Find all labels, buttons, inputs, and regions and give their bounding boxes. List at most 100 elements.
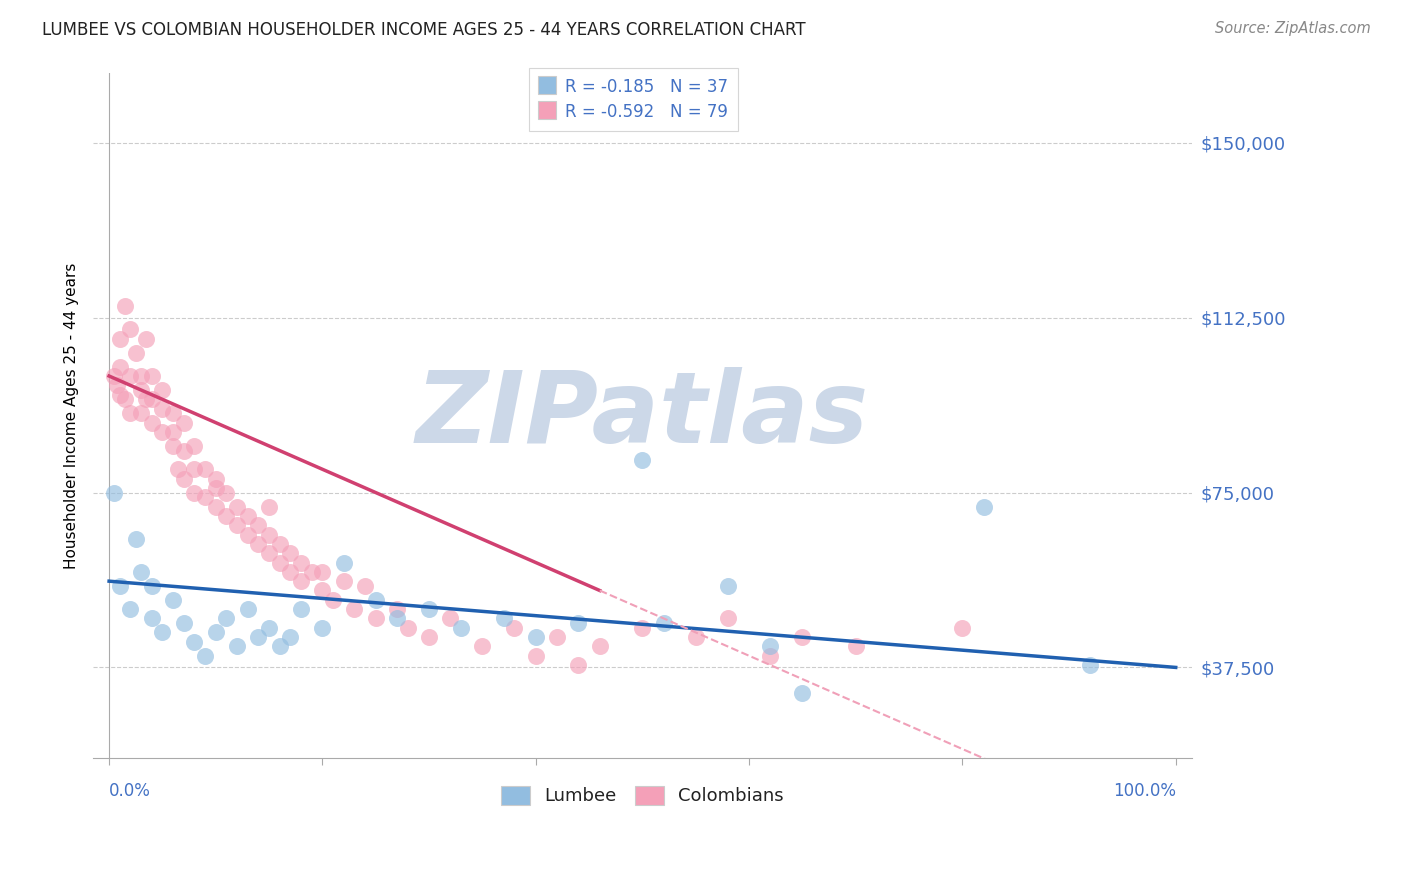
- Point: [125, 345, 148, 359]
- Point: [141, 369, 163, 384]
- Point: [152, 383, 174, 397]
- Point: [141, 416, 163, 430]
- Point: [125, 532, 148, 546]
- Point: [247, 518, 270, 533]
- Point: [546, 630, 568, 644]
- Point: [247, 537, 270, 551]
- Point: [257, 621, 280, 635]
- Point: [173, 616, 195, 631]
- Point: [215, 485, 238, 500]
- Point: [114, 392, 136, 407]
- Point: [269, 556, 291, 570]
- Point: [471, 640, 494, 654]
- Point: [418, 630, 440, 644]
- Point: [418, 602, 440, 616]
- Point: [183, 634, 205, 648]
- Point: [141, 579, 163, 593]
- Point: [173, 443, 195, 458]
- Point: [503, 621, 526, 635]
- Point: [759, 648, 782, 663]
- Point: [204, 625, 226, 640]
- Point: [108, 579, 131, 593]
- Point: [120, 369, 142, 384]
- Point: [162, 592, 184, 607]
- Point: [301, 565, 323, 579]
- Point: [226, 518, 249, 533]
- Point: [439, 611, 461, 625]
- Point: [183, 439, 205, 453]
- Text: 0.0%: 0.0%: [110, 781, 150, 799]
- Point: [141, 611, 163, 625]
- Point: [129, 565, 152, 579]
- Point: [1080, 658, 1102, 673]
- Point: [311, 565, 333, 579]
- Point: [567, 616, 589, 631]
- Point: [204, 481, 226, 495]
- Point: [450, 621, 472, 635]
- Point: [364, 592, 387, 607]
- Point: [108, 387, 131, 401]
- Point: [167, 462, 190, 476]
- Text: ZIPatlas: ZIPatlas: [416, 368, 869, 464]
- Point: [524, 648, 547, 663]
- Point: [236, 508, 259, 523]
- Point: [332, 556, 354, 570]
- Text: Source: ZipAtlas.com: Source: ZipAtlas.com: [1215, 21, 1371, 37]
- Point: [152, 425, 174, 439]
- Point: [114, 299, 136, 313]
- Point: [226, 500, 249, 514]
- Point: [257, 500, 280, 514]
- Point: [631, 453, 654, 467]
- Point: [524, 630, 547, 644]
- Point: [236, 527, 259, 541]
- Point: [162, 425, 184, 439]
- Point: [108, 332, 131, 346]
- Point: [973, 500, 995, 514]
- Point: [247, 630, 270, 644]
- Point: [311, 621, 333, 635]
- Point: [183, 485, 205, 500]
- Point: [141, 392, 163, 407]
- Point: [717, 611, 740, 625]
- Point: [105, 378, 128, 392]
- Point: [204, 472, 226, 486]
- Point: [129, 406, 152, 420]
- Point: [135, 392, 157, 407]
- Point: [685, 630, 707, 644]
- Legend: Lumbee, Colombians: Lumbee, Colombians: [492, 777, 793, 814]
- Point: [194, 462, 217, 476]
- Point: [129, 383, 152, 397]
- Y-axis label: Householder Income Ages 25 - 44 years: Householder Income Ages 25 - 44 years: [65, 262, 79, 569]
- Text: LUMBEE VS COLOMBIAN HOUSEHOLDER INCOME AGES 25 - 44 YEARS CORRELATION CHART: LUMBEE VS COLOMBIAN HOUSEHOLDER INCOME A…: [42, 21, 806, 39]
- Point: [194, 490, 217, 504]
- Point: [845, 640, 868, 654]
- Point: [269, 640, 291, 654]
- Point: [385, 611, 408, 625]
- Point: [120, 322, 142, 336]
- Point: [631, 621, 654, 635]
- Point: [332, 574, 354, 589]
- Point: [385, 602, 408, 616]
- Point: [290, 556, 312, 570]
- Point: [108, 359, 131, 374]
- Point: [215, 508, 238, 523]
- Point: [343, 602, 366, 616]
- Point: [492, 611, 515, 625]
- Point: [950, 621, 973, 635]
- Point: [396, 621, 419, 635]
- Point: [364, 611, 387, 625]
- Point: [183, 462, 205, 476]
- Point: [152, 401, 174, 416]
- Point: [792, 630, 814, 644]
- Point: [257, 527, 280, 541]
- Point: [103, 485, 125, 500]
- Point: [215, 611, 238, 625]
- Point: [103, 369, 125, 384]
- Point: [173, 416, 195, 430]
- Point: [280, 565, 302, 579]
- Point: [311, 583, 333, 598]
- Point: [280, 630, 302, 644]
- Point: [567, 658, 589, 673]
- Point: [135, 332, 157, 346]
- Point: [152, 625, 174, 640]
